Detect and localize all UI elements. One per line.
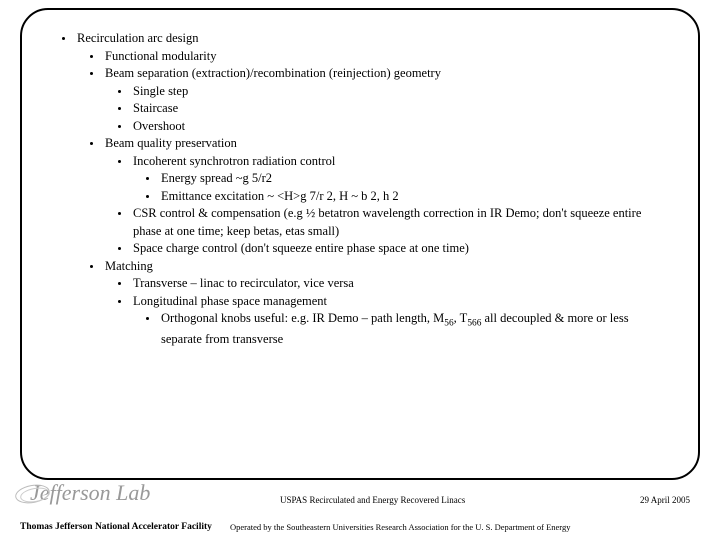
outline-item-text: Staircase xyxy=(133,100,658,118)
bullet-icon xyxy=(90,55,93,58)
outline-item-text: Space charge control (don't squeeze enti… xyxy=(133,240,658,258)
outline-item-text: Orthogonal knobs useful: e.g. IR Demo – … xyxy=(161,310,658,348)
bullet-icon xyxy=(118,107,121,110)
bullet-icon xyxy=(118,125,121,128)
outline-item-text: Incoherent synchrotron radiation control xyxy=(133,153,658,171)
outline-item-text: CSR control & compensation (e.g ½ betatr… xyxy=(133,205,658,240)
outline-item-text: Recirculation arc design xyxy=(77,30,658,48)
bullet-icon xyxy=(118,160,121,163)
bullet-icon xyxy=(90,72,93,75)
footer-facility: Thomas Jefferson National Accelerator Fa… xyxy=(20,522,212,532)
bullet-icon xyxy=(90,142,93,145)
bullet-icon xyxy=(146,317,149,320)
footer-date: 29 April 2005 xyxy=(640,495,690,505)
slide-frame: Recirculation arc designFunctional modul… xyxy=(20,8,700,480)
outline-list: Recirculation arc designFunctional modul… xyxy=(62,30,658,348)
bullet-icon xyxy=(146,195,149,198)
outline-item-text: Transverse – linac to recirculator, vice… xyxy=(133,275,658,293)
outline-item: Overshoot xyxy=(118,118,658,136)
outline-item: Longitudinal phase space management xyxy=(118,293,658,311)
outline-item: Incoherent synchrotron radiation control xyxy=(118,153,658,171)
outline-item: Staircase xyxy=(118,100,658,118)
outline-item: Beam separation (extraction)/recombinati… xyxy=(90,65,658,83)
bullet-icon xyxy=(118,90,121,93)
outline-item: Matching xyxy=(90,258,658,276)
bullet-icon xyxy=(118,247,121,250)
outline-item: CSR control & compensation (e.g ½ betatr… xyxy=(118,205,658,240)
bullet-icon xyxy=(118,212,121,215)
outline-item: Beam quality preservation xyxy=(90,135,658,153)
jefferson-lab-logo: Jefferson Lab xyxy=(30,480,150,506)
outline-item-text: Overshoot xyxy=(133,118,658,136)
outline-item-text: Beam quality preservation xyxy=(105,135,658,153)
bullet-icon xyxy=(118,282,121,285)
outline-item: Transverse – linac to recirculator, vice… xyxy=(118,275,658,293)
outline-item-text: Functional modularity xyxy=(105,48,658,66)
outline-item-text: Emittance excitation ~ <H>g 7/r 2, H ~ b… xyxy=(161,188,658,206)
outline-item: Space charge control (don't squeeze enti… xyxy=(118,240,658,258)
bullet-icon xyxy=(146,177,149,180)
outline-item-text: Beam separation (extraction)/recombinati… xyxy=(105,65,658,83)
footer-center-text: USPAS Recirculated and Energy Recovered … xyxy=(280,495,465,505)
bullet-icon xyxy=(118,300,121,303)
footer: Jefferson Lab USPAS Recirculated and Ene… xyxy=(0,480,720,540)
outline-content: Recirculation arc designFunctional modul… xyxy=(62,30,658,348)
outline-item: Energy spread ~g 5/r2 xyxy=(146,170,658,188)
outline-item-text: Matching xyxy=(105,258,658,276)
outline-item: Emittance excitation ~ <H>g 7/r 2, H ~ b… xyxy=(146,188,658,206)
outline-item-text: Energy spread ~g 5/r2 xyxy=(161,170,658,188)
outline-item: Functional modularity xyxy=(90,48,658,66)
outline-item: Orthogonal knobs useful: e.g. IR Demo – … xyxy=(146,310,658,348)
bullet-icon xyxy=(62,37,65,40)
bullet-icon xyxy=(90,265,93,268)
outline-item: Recirculation arc design xyxy=(62,30,658,48)
outline-item-text: Single step xyxy=(133,83,658,101)
footer-operated: Operated by the Southeastern Universitie… xyxy=(230,522,570,532)
outline-item-text: Longitudinal phase space management xyxy=(133,293,658,311)
outline-item: Single step xyxy=(118,83,658,101)
